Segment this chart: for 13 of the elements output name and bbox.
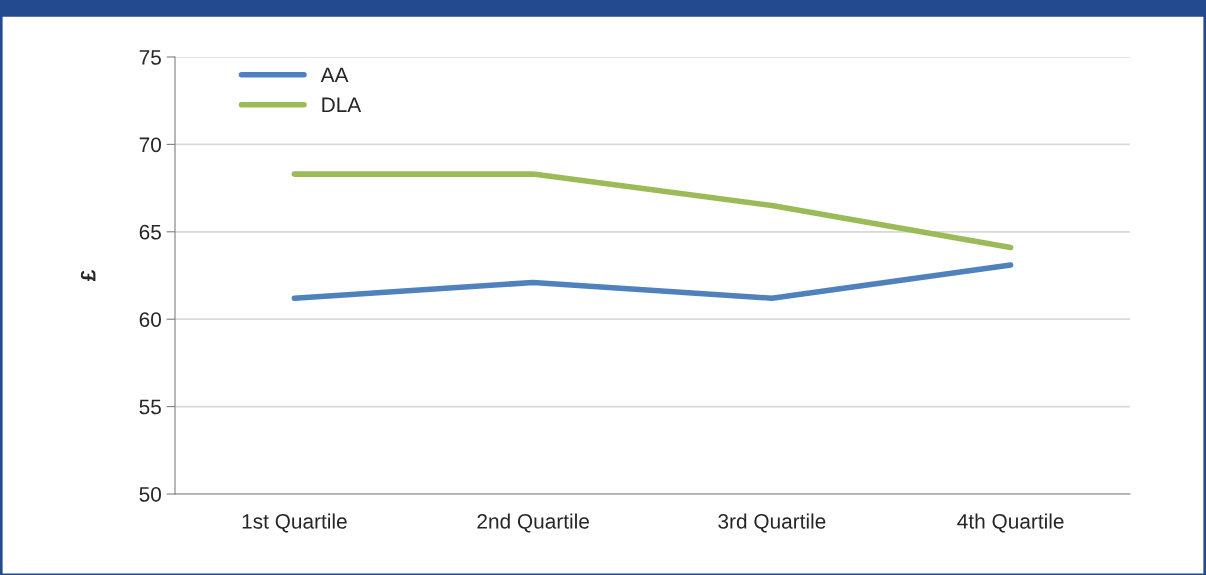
- y-axis-title: £: [80, 269, 96, 282]
- x-tick-label: 1st Quartile: [242, 513, 347, 533]
- y-tick-label: 60: [139, 312, 161, 327]
- legend-label: DLA: [322, 97, 362, 112]
- x-tick-label: 2nd Quartile: [477, 513, 589, 533]
- y-tick-label: 65: [139, 224, 161, 240]
- legend-label: AA: [320, 67, 349, 83]
- x-tick-label: 3rd Quartile: [718, 513, 826, 533]
- y-tick-label: 70: [139, 137, 161, 153]
- y-tick-label: 75: [139, 50, 161, 65]
- y-tick-label: 50: [139, 487, 161, 502]
- x-tick-label: 4th Quartile: [957, 513, 1064, 533]
- y-tick-label: 55: [139, 399, 161, 415]
